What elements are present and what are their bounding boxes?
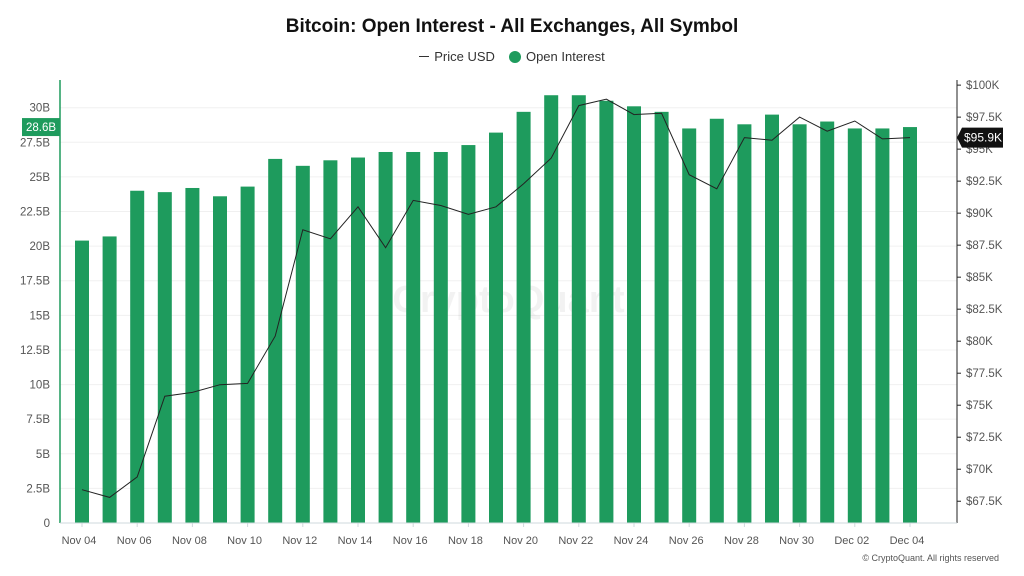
open-interest-bar xyxy=(737,124,752,524)
open-interest-bar xyxy=(461,145,476,524)
right-tick-label: $100K xyxy=(966,80,1000,92)
open-interest-bar xyxy=(599,100,614,523)
copyright-footer: © CryptoQuant. All rights reserved xyxy=(862,553,999,563)
open-interest-bar xyxy=(102,236,117,523)
left-tick-label: 20B xyxy=(30,241,51,253)
right-value-badge xyxy=(957,127,1003,148)
watermark: CryptoQuant xyxy=(392,279,625,321)
open-interest-bar xyxy=(709,118,724,523)
open-interest-bar xyxy=(571,95,586,524)
right-tick-label: $75K xyxy=(966,400,993,412)
open-interest-bar xyxy=(185,187,200,523)
price-line xyxy=(81,98,911,498)
open-interest-bar xyxy=(295,165,310,524)
legend-label-open-interest: Open Interest xyxy=(525,49,605,64)
left-tick-label: 0 xyxy=(44,518,50,530)
open-interest-bar xyxy=(847,128,862,523)
x-tick-label: Nov 20 xyxy=(503,535,538,547)
left-tick-label: 10B xyxy=(30,380,51,392)
left-tick-label: 27.5B xyxy=(20,137,50,149)
left-value-badge-label: 28.6B xyxy=(26,122,56,134)
x-tick-label: Nov 04 xyxy=(62,535,97,547)
left-tick-label: 17.5B xyxy=(20,276,50,288)
right-tick-label: $82.5K xyxy=(966,304,1003,316)
open-interest-bar xyxy=(433,151,448,524)
x-tick-label: Dec 02 xyxy=(834,535,869,547)
chart-title: Bitcoin: Open Interest - All Exchanges, … xyxy=(285,16,739,37)
left-tick-label: 12.5B xyxy=(20,345,50,357)
line-swatch-icon xyxy=(419,56,430,57)
x-tick-label: Nov 18 xyxy=(448,535,483,547)
open-interest-bar xyxy=(323,160,338,523)
right-tick-label: $87.5K xyxy=(966,240,1003,252)
x-tick-label: Nov 10 xyxy=(227,535,262,547)
right-tick-label: $77.5K xyxy=(966,368,1003,380)
right-tick-label: $80K xyxy=(966,336,993,348)
x-tick-label: Nov 14 xyxy=(338,535,373,547)
open-interest-bar xyxy=(75,240,89,523)
open-interest-bar xyxy=(213,196,227,523)
x-tick-label: Nov 06 xyxy=(117,535,152,547)
right-tick-label: $85K xyxy=(966,272,993,284)
x-tick-label: Nov 28 xyxy=(724,535,759,547)
dot-swatch-icon xyxy=(508,50,521,63)
legend-label-price: Price USD xyxy=(434,49,495,64)
x-tick-label: Nov 26 xyxy=(669,535,704,547)
left-tick-label: 2.5B xyxy=(26,483,50,495)
open-interest-bar xyxy=(351,157,365,523)
left-tick-label: 22.5B xyxy=(20,207,50,219)
open-interest-bar xyxy=(792,124,807,524)
open-interest-bar xyxy=(130,190,145,523)
legend-item-price[interactable]: Price USD xyxy=(419,49,495,64)
x-tick-label: Nov 22 xyxy=(558,535,593,547)
right-tick-label: $70K xyxy=(966,464,993,476)
open-interest-bar xyxy=(544,95,559,524)
right-tick-label: $90K xyxy=(966,208,993,220)
open-interest-bar xyxy=(627,106,641,523)
left-tick-label: 25B xyxy=(30,172,51,184)
legend-item-open-interest[interactable]: Open Interest xyxy=(508,49,605,64)
x-tick-label: Dec 04 xyxy=(890,535,925,547)
x-tick-label: Nov 16 xyxy=(393,535,428,547)
x-tick-label: Nov 24 xyxy=(614,535,649,547)
open-interest-bar xyxy=(240,186,255,524)
open-interest-bar xyxy=(682,128,697,523)
right-tick-label: $97.5K xyxy=(966,112,1003,124)
open-interest-bar xyxy=(820,121,835,523)
open-interest-bar xyxy=(406,151,421,524)
left-tick-label: 7.5B xyxy=(26,414,50,426)
open-interest-bar xyxy=(654,111,669,523)
open-interest-bar xyxy=(765,114,779,523)
x-tick-label: Nov 08 xyxy=(172,535,207,547)
right-tick-label: $92.5K xyxy=(966,176,1003,188)
left-tick-label: 15B xyxy=(30,310,51,322)
right-tick-label: $67.5K xyxy=(966,496,1003,508)
open-interest-bar xyxy=(875,128,890,523)
left-tick-label: 30B xyxy=(30,103,51,115)
left-value-badge xyxy=(22,118,60,137)
open-interest-bar xyxy=(157,192,172,523)
x-tick-label: Nov 12 xyxy=(282,535,317,547)
chart-legend: Price USD Open Interest xyxy=(0,49,1024,64)
right-value-badge-label: $95.9K xyxy=(964,131,1002,145)
right-tick-label: $72.5K xyxy=(966,432,1003,444)
open-interest-bar xyxy=(516,111,531,523)
x-tick-label: Nov 30 xyxy=(779,535,814,547)
open-interest-bar xyxy=(489,132,503,523)
open-interest-bar xyxy=(268,158,283,524)
left-tick-label: 5B xyxy=(36,449,50,461)
open-interest-bar xyxy=(903,127,917,523)
open-interest-bar xyxy=(378,151,393,524)
